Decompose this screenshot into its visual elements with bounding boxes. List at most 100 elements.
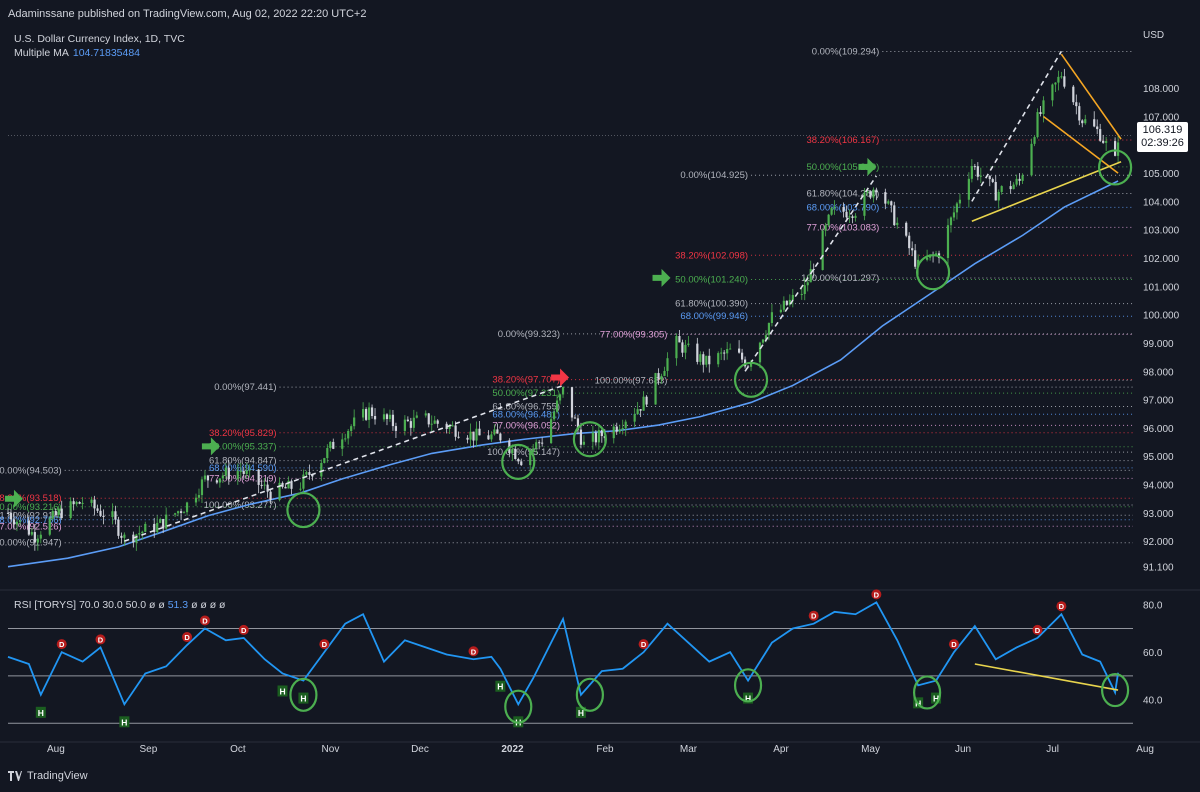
candle-body <box>636 409 639 415</box>
bar-countdown: 02:39:26 <box>1141 137 1184 149</box>
candle-body <box>1033 137 1036 144</box>
d-marker <box>95 634 106 645</box>
candle-body <box>681 342 684 353</box>
h-marker <box>119 716 130 728</box>
candle-body <box>770 312 774 323</box>
candle-body <box>493 429 496 435</box>
candle-body <box>884 192 887 204</box>
price-tick-label: 103.000 <box>1143 226 1180 237</box>
candle-body <box>875 189 878 193</box>
candle-body <box>263 484 266 486</box>
candle-body <box>364 409 368 420</box>
fib-level-label: 38.20%(97.707) <box>492 375 560 386</box>
candle-body <box>893 205 896 226</box>
candle-body <box>663 370 666 376</box>
h-marker <box>298 692 309 704</box>
candle-body <box>406 419 409 422</box>
d-marker <box>238 624 249 635</box>
candle-body <box>382 414 386 420</box>
rsi-legend[interactable]: RSI [TORYS] 70.0 30.0 50.0 ø ø 51.3 ø ø … <box>14 599 225 611</box>
candle-body <box>203 475 207 480</box>
candle-body <box>812 268 815 270</box>
candle-body <box>934 253 938 256</box>
candle-body <box>1042 100 1045 114</box>
candle-body <box>430 423 433 425</box>
price-tick-label: 93.000 <box>1143 509 1174 520</box>
candle-body <box>749 362 753 367</box>
time-axis-label: Jul <box>1046 744 1059 755</box>
green-circle-icon <box>575 677 604 712</box>
symbol-title[interactable]: U.S. Dollar Currency Index, 1D, TVC <box>14 33 185 45</box>
d-marker-label: D <box>811 612 817 621</box>
d-marker <box>1056 601 1067 612</box>
red-arrow-icon <box>551 368 570 387</box>
candle-body <box>654 373 657 405</box>
candle-body <box>1113 141 1117 156</box>
trend-line <box>744 175 878 372</box>
candle-body <box>803 285 806 295</box>
candle-body <box>600 430 603 437</box>
candle-body <box>245 470 248 474</box>
candle-body <box>308 472 311 475</box>
green-circle-icon <box>501 443 536 481</box>
price-tick-label: 97.000 <box>1143 396 1174 407</box>
candle-body <box>57 508 60 515</box>
candle-body <box>994 181 997 201</box>
candle-body <box>660 375 663 380</box>
d-marker-label: D <box>641 640 647 649</box>
candle-body <box>905 222 908 236</box>
candle-body <box>1105 141 1108 143</box>
fib-level-label: 77.00%(99.305) <box>600 329 668 340</box>
green-circle-icon <box>733 361 769 398</box>
candle-body <box>666 358 669 371</box>
price-tick-label: 95.000 <box>1143 452 1174 463</box>
candle-body <box>99 510 102 516</box>
candle-body <box>350 426 353 431</box>
d-marker <box>808 610 819 621</box>
h-marker-label: H <box>300 694 306 704</box>
candle-body <box>27 520 30 535</box>
candle-body <box>845 211 848 218</box>
candle-body <box>597 430 600 443</box>
candle-body <box>973 166 976 168</box>
candle-body <box>830 208 833 215</box>
candle-body <box>478 428 481 436</box>
candle-body <box>532 448 535 452</box>
candle-body <box>90 499 93 503</box>
candle-body <box>454 425 457 437</box>
candle-body <box>332 441 335 449</box>
footer-brand[interactable]: TradingView <box>8 770 88 782</box>
fib-level-label: 0.00%(97.441) <box>214 382 276 393</box>
d-marker-label: D <box>951 640 957 649</box>
candle-body <box>594 432 597 443</box>
d-marker-label: D <box>1059 602 1065 611</box>
time-axis-label: Jun <box>955 744 971 755</box>
candle-body <box>75 501 78 505</box>
candle-body <box>1015 178 1018 185</box>
candle-body <box>1012 184 1015 190</box>
candle-body <box>914 250 917 267</box>
candle-body <box>69 501 72 519</box>
d-marker <box>638 639 649 650</box>
candle-body <box>224 467 227 476</box>
rsi-line <box>7 601 1119 707</box>
green-circle-icon <box>286 491 321 529</box>
candle-body <box>576 418 580 430</box>
green-circle-icon <box>289 677 318 712</box>
candle-body <box>970 166 973 179</box>
candle-body <box>341 439 344 449</box>
candle-body <box>645 396 648 405</box>
candle-body <box>388 414 392 420</box>
fib-level-label: 77.00%(103.083) <box>806 222 879 233</box>
candle-body <box>869 191 872 198</box>
candle-body <box>281 482 284 487</box>
candle-body <box>555 400 559 412</box>
ma-legend[interactable]: Multiple MA 104.71835484 <box>14 47 140 59</box>
candle-body <box>827 214 830 226</box>
candle-body <box>842 206 845 212</box>
fib-level-label: 100.00%(97.683) <box>595 375 668 386</box>
currency-label: USD <box>1143 30 1164 41</box>
candle-body <box>323 458 326 463</box>
fib-level-label: 68.00%(94.590) <box>209 463 277 474</box>
